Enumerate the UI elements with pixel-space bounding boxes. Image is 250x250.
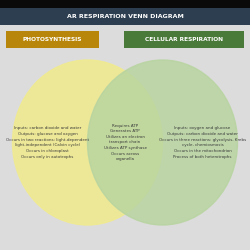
- Text: Requires ATP
Generates ATP
Utilizes an electron
transport chain
Utilizes ATP syn: Requires ATP Generates ATP Utilizes an e…: [104, 124, 146, 162]
- Text: Inputs: oxygen and glucose
Outputs: carbon dioxide and water
Occurs in three rea: Inputs: oxygen and glucose Outputs: carb…: [159, 126, 246, 159]
- FancyBboxPatch shape: [0, 0, 250, 8]
- FancyBboxPatch shape: [6, 31, 99, 48]
- Text: CELLULAR RESPIRATION: CELLULAR RESPIRATION: [145, 37, 223, 42]
- Text: Inputs: carbon dioxide and water
Outputs: glucose and oxygen
Occurs in two react: Inputs: carbon dioxide and water Outputs…: [6, 126, 89, 159]
- FancyBboxPatch shape: [124, 31, 244, 48]
- Ellipse shape: [88, 60, 238, 225]
- Text: AR RESPIRATION VENN DIAGRAM: AR RESPIRATION VENN DIAGRAM: [66, 14, 184, 19]
- Text: PHOTOSYNTHESIS: PHOTOSYNTHESIS: [23, 37, 82, 42]
- Ellipse shape: [12, 60, 162, 225]
- FancyBboxPatch shape: [0, 8, 250, 25]
